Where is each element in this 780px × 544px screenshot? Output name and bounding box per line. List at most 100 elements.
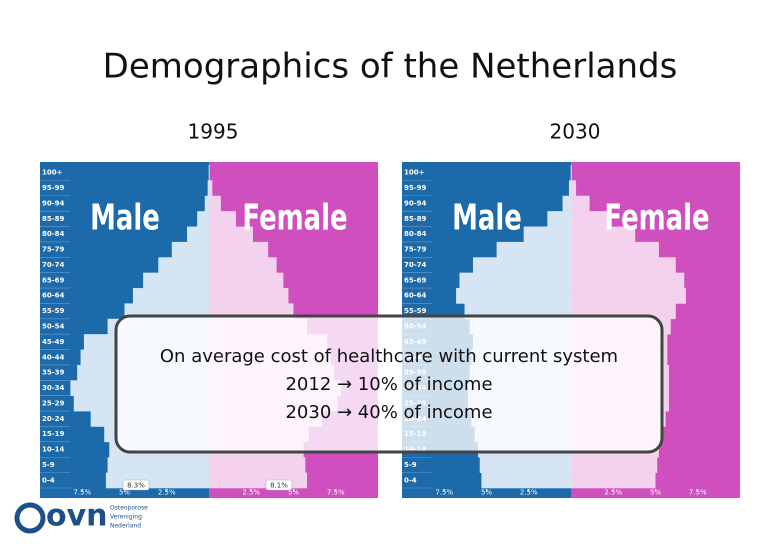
age-label: 75-79 bbox=[42, 246, 65, 254]
slide-title: Demographics of the Netherlands bbox=[103, 47, 678, 87]
age-label: 25-29 bbox=[42, 399, 65, 407]
age-label: 15-19 bbox=[42, 430, 65, 438]
x-tick-label: 2.5% bbox=[520, 489, 538, 497]
logo-line: Vereniging bbox=[110, 514, 142, 521]
x-tick-label: 7.5% bbox=[73, 489, 91, 497]
female-bar bbox=[571, 257, 676, 273]
male-bar bbox=[133, 288, 209, 304]
age-label: 35-39 bbox=[42, 369, 65, 377]
male-bar bbox=[524, 227, 571, 243]
age-label: 70-74 bbox=[42, 261, 65, 269]
x-tick-label: 7.5% bbox=[435, 489, 453, 497]
age-label: 55-59 bbox=[42, 307, 65, 315]
age-label: 80-84 bbox=[42, 230, 65, 238]
male-bar bbox=[480, 457, 571, 473]
age-label: 75-79 bbox=[404, 246, 427, 254]
age-label: 60-64 bbox=[404, 292, 427, 300]
female-bar bbox=[209, 242, 268, 258]
male-bar bbox=[497, 242, 571, 258]
male-bar bbox=[108, 457, 209, 473]
male-bar bbox=[106, 473, 209, 489]
age-label: 45-49 bbox=[42, 338, 65, 346]
age-label: 90-94 bbox=[42, 199, 65, 207]
x-tick-label: 5% bbox=[481, 489, 492, 497]
x-tick-label: 2.5% bbox=[604, 489, 622, 497]
male-bar bbox=[459, 273, 571, 289]
age-label: 80-84 bbox=[404, 230, 427, 238]
chart-title: 1995 bbox=[188, 120, 239, 144]
callout-line: On average cost of healthcare with curre… bbox=[160, 346, 618, 367]
female-bar bbox=[571, 196, 590, 212]
age-label: 65-69 bbox=[404, 276, 427, 284]
male-bar bbox=[473, 257, 571, 273]
female-bar bbox=[209, 257, 277, 273]
callout-line: 2012 → 10% of income bbox=[285, 374, 492, 395]
female-bar bbox=[209, 180, 212, 196]
female-bar bbox=[571, 473, 656, 489]
male-bar bbox=[205, 196, 209, 212]
logo: ovn Osteoporose Vereniging Nederland bbox=[17, 499, 148, 534]
age-label: 20-24 bbox=[42, 415, 65, 423]
x-tick-label: 7.5% bbox=[689, 489, 707, 497]
age-label: 100+ bbox=[42, 169, 63, 177]
x-tick-label: 7.5% bbox=[327, 489, 345, 497]
female-bar bbox=[209, 273, 283, 289]
age-label: 0-4 bbox=[42, 476, 55, 484]
male-bar bbox=[172, 242, 209, 258]
female-bar bbox=[571, 165, 572, 181]
annotation: 8.3% bbox=[127, 482, 145, 490]
female-bar bbox=[571, 273, 684, 289]
age-label: 30-34 bbox=[42, 384, 65, 392]
age-label: 85-89 bbox=[42, 215, 65, 223]
age-label: 85-89 bbox=[404, 215, 427, 223]
male-bar bbox=[187, 227, 209, 243]
female-bar bbox=[571, 457, 657, 473]
male-bar bbox=[456, 288, 571, 304]
age-label: 95-99 bbox=[42, 184, 65, 192]
male-bar bbox=[197, 211, 209, 227]
female-bar bbox=[209, 473, 307, 489]
logo-line: Nederland bbox=[110, 523, 141, 530]
age-label: 70-74 bbox=[404, 261, 427, 269]
annotation: 8.1% bbox=[270, 482, 288, 490]
x-tick-label: 2.5% bbox=[242, 489, 260, 497]
male-bar bbox=[208, 180, 209, 196]
series-name: Female bbox=[604, 197, 709, 238]
female-bar bbox=[209, 165, 210, 181]
chart-title: 2030 bbox=[550, 120, 601, 144]
female-bar bbox=[209, 196, 221, 212]
age-label: 5-9 bbox=[42, 461, 55, 469]
male-bar bbox=[563, 196, 571, 212]
female-bar bbox=[209, 457, 305, 473]
female-bar bbox=[209, 288, 288, 304]
age-label: 40-44 bbox=[42, 353, 65, 361]
female-bar bbox=[571, 288, 686, 304]
male-bar bbox=[481, 473, 571, 489]
x-tick-label: 5% bbox=[650, 489, 661, 497]
x-tick-label: 2.5% bbox=[158, 489, 176, 497]
age-label: 100+ bbox=[404, 169, 425, 177]
male-bar bbox=[547, 211, 571, 227]
female-bar bbox=[571, 242, 659, 258]
age-label: 10-14 bbox=[42, 446, 65, 454]
age-label: 95-99 bbox=[404, 184, 427, 192]
age-label: 50-54 bbox=[42, 323, 65, 331]
age-label: 90-94 bbox=[404, 199, 427, 207]
logo-line: Osteoporose bbox=[110, 505, 148, 512]
age-label: 55-59 bbox=[404, 307, 427, 315]
age-label: 0-4 bbox=[404, 476, 417, 484]
callout-line: 2030 → 40% of income bbox=[285, 402, 492, 423]
logo-ring bbox=[17, 505, 43, 531]
male-bar bbox=[143, 273, 209, 289]
age-label: 65-69 bbox=[42, 276, 65, 284]
series-name: Female bbox=[242, 197, 347, 238]
age-label: 60-64 bbox=[42, 292, 65, 300]
female-bar bbox=[209, 211, 236, 227]
age-label: 5-9 bbox=[404, 461, 417, 469]
logo-text: ovn bbox=[46, 499, 108, 534]
male-bar bbox=[158, 257, 209, 273]
male-bar bbox=[569, 180, 571, 196]
female-bar bbox=[571, 180, 576, 196]
